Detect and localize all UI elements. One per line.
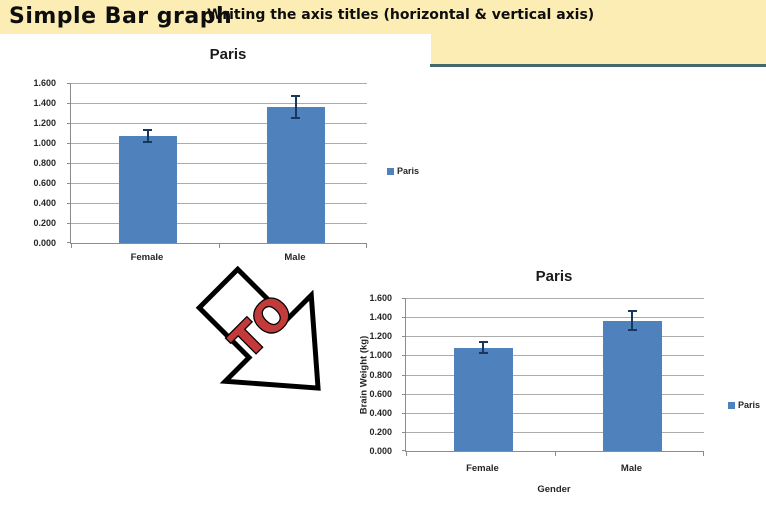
y-tick-mark [402, 393, 406, 395]
error-bar-female [478, 341, 488, 355]
y-tick-mark [67, 123, 71, 124]
y-tick-label: 0.400 [33, 198, 56, 208]
legend-swatch [728, 401, 735, 409]
bar-female [119, 136, 177, 243]
error-bar-stem [482, 343, 485, 353]
gridline [406, 317, 704, 319]
category-label: Female [130, 252, 164, 263]
y-tick-mark [402, 298, 406, 299]
x-axis-labels: Female Male [70, 252, 366, 266]
gridline [71, 83, 367, 84]
legend: Paris [728, 400, 760, 410]
y-tick-mark [402, 336, 406, 338]
gridline [71, 223, 367, 224]
y-tick-mark [67, 203, 71, 204]
plot-area [402, 298, 704, 456]
error-bar-male [627, 310, 637, 332]
y-tick-label: 1.200 [369, 331, 392, 342]
y-tick-mark [402, 412, 406, 414]
header-band-extension [431, 0, 766, 64]
gridline [406, 431, 704, 433]
error-bar-stem [631, 312, 634, 330]
to-arrow-shape [195, 265, 321, 391]
y-tick-mark [67, 163, 71, 164]
gridline [71, 143, 367, 144]
y-tick-label: 0.600 [369, 388, 392, 399]
gridline [406, 374, 704, 376]
error-bar-stem [294, 97, 297, 117]
y-tick-label: 0.400 [369, 407, 392, 418]
y-tick-label: 1.000 [369, 350, 392, 361]
bar-male [267, 107, 325, 243]
y-tick-label: 0.800 [33, 158, 56, 168]
slide-title: Simple Bar graph [9, 4, 233, 29]
x-axis-title: Gender [537, 484, 571, 495]
y-tick-label: 1.400 [33, 98, 56, 108]
chart-title: Paris [535, 268, 573, 285]
plot-area [67, 83, 367, 248]
x-tick-mark [219, 243, 220, 248]
y-tick-label: 0.200 [369, 426, 392, 437]
y-tick-label: 1.600 [33, 78, 56, 88]
x-tick-mark [703, 451, 704, 456]
y-tick-label: 1.600 [369, 293, 392, 303]
y-tick-mark [402, 317, 406, 319]
gridline [406, 412, 704, 414]
x-axis-labels: Female Male [405, 463, 703, 477]
chart-after: Paris Brain Weight (kg) 0.000 0.200 0.400 0… [350, 265, 766, 506]
y-tick-label: 0.200 [33, 218, 56, 228]
gridline [71, 183, 367, 184]
x-tick-mark [555, 451, 556, 456]
y-tick-label: 1.000 [33, 138, 56, 148]
y-tick-mark [402, 431, 406, 433]
error-bar-female [143, 129, 153, 143]
to-arrow: TO [195, 265, 321, 391]
category-label: Male [284, 252, 306, 263]
y-axis-tick-labels: 0.000 0.200 0.400 0.600 0.800 1.000 1.200 1.400… [350, 293, 398, 456]
legend-label: Paris [397, 166, 420, 176]
legend-label: Paris [738, 400, 761, 410]
gridline [406, 355, 704, 357]
y-tick-mark [67, 83, 71, 84]
y-tick-mark [67, 143, 71, 144]
error-bar-stem [146, 131, 149, 141]
y-tick-mark [402, 374, 406, 376]
x-tick-mark [406, 451, 407, 456]
gridline [71, 163, 367, 164]
gridline [406, 393, 704, 395]
subtitle-underline [428, 64, 766, 67]
gridline [406, 336, 704, 338]
category-label: Female [466, 463, 499, 474]
y-tick-mark [67, 223, 71, 224]
y-tick-mark [67, 242, 71, 243]
y-tick-label: 1.400 [369, 312, 392, 323]
slide-subtitle: Writing the axis titles (horizontal & ve… [207, 7, 595, 23]
x-tick-mark [71, 243, 72, 248]
y-tick-mark [402, 355, 406, 357]
y-tick-mark [67, 103, 71, 104]
legend: Paris [387, 166, 419, 176]
y-tick-mark [402, 450, 406, 451]
y-axis-tick-labels: 0.000 0.200 0.400 0.600 0.800 1.000 1.200 1.400… [10, 78, 62, 248]
y-tick-label: 0.000 [33, 238, 56, 248]
y-tick-label: 0.600 [33, 178, 56, 188]
gridline [71, 203, 367, 204]
bar-male [603, 320, 662, 451]
x-tick-mark [366, 243, 367, 248]
y-tick-label: 1.200 [33, 118, 56, 128]
gridline [71, 123, 367, 124]
y-tick-label: 0.800 [369, 369, 392, 380]
error-bar-male [291, 95, 301, 119]
y-tick-label: 0.000 [369, 446, 392, 456]
legend-swatch [387, 167, 394, 175]
gridline [71, 103, 367, 104]
chart-before: Paris 0.000 0.200 0.400 0.600 0.800 1.000 1.20… [10, 40, 430, 270]
bar-female [454, 347, 513, 451]
gridline [406, 298, 704, 299]
category-label: Male [620, 463, 643, 474]
y-tick-mark [67, 183, 71, 184]
chart-title: Paris [209, 46, 247, 63]
